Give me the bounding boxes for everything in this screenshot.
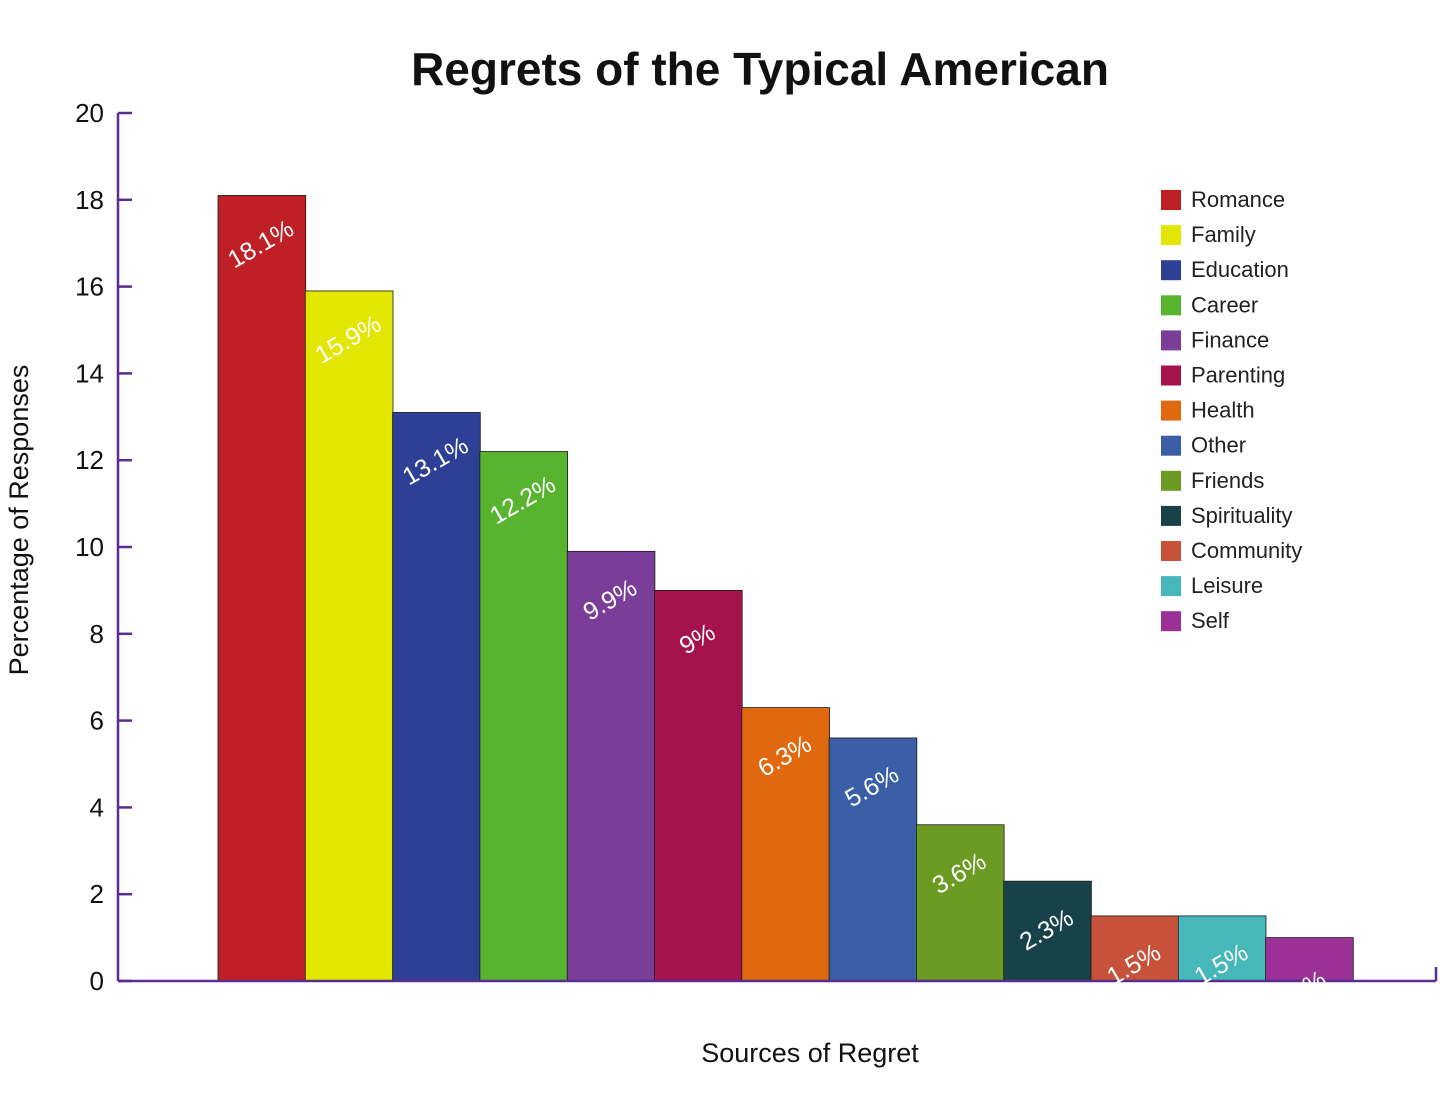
legend-label-other: Other (1191, 433, 1246, 458)
legend-label-parenting: Parenting (1191, 363, 1285, 388)
bar-career (479, 451, 568, 982)
y-tick-label: 10 (75, 532, 104, 562)
legend-swatch-friends (1161, 470, 1181, 491)
legend-label-health: Health (1191, 398, 1255, 423)
y-tick-label: 18 (75, 185, 104, 215)
legend-label-finance: Finance (1191, 327, 1269, 352)
y-tick-label: 2 (90, 879, 104, 909)
bar-romance (217, 195, 307, 982)
legend-label-spirituality: Spirituality (1191, 503, 1292, 528)
bar-self (1265, 937, 1354, 982)
y-tick-label: 14 (75, 358, 104, 388)
legend-swatch-community (1161, 541, 1181, 561)
y-tick-label: 4 (90, 792, 104, 822)
bar-education (392, 412, 481, 982)
bar-family (304, 290, 394, 982)
y-tick-label: 12 (75, 445, 104, 475)
legend-label-leisure: Leisure (1191, 573, 1263, 598)
chart-title: Regrets of the Typical American (411, 43, 1109, 95)
legend-label-self: Self (1191, 608, 1230, 633)
y-axis: 0 2 4 6 8 10 12 14 16 18 20 (75, 98, 132, 996)
legend-swatch-spirituality (1161, 505, 1181, 526)
bar-parenting (654, 590, 743, 982)
legend-swatch-family (1161, 225, 1181, 246)
legend-label-friends: Friends (1191, 468, 1264, 493)
legend-swatch-self (1161, 611, 1181, 632)
y-tick-label: 16 (75, 272, 104, 302)
legend-swatch-parenting (1161, 365, 1181, 386)
bar-other (828, 737, 918, 982)
legend-swatch-education (1161, 260, 1181, 281)
legend-swatch-leisure (1161, 576, 1181, 597)
y-tick-label: 0 (90, 966, 104, 996)
y-tick-label: 20 (75, 98, 104, 128)
legend-swatch-other (1161, 435, 1181, 456)
bar-friends (916, 824, 1005, 982)
bar-health (741, 707, 830, 982)
y-tick-label: 6 (90, 706, 104, 736)
legend-label-community: Community (1191, 538, 1302, 563)
legend-swatch-finance (1161, 330, 1181, 351)
x-axis-title: Sources of Regret (701, 1038, 919, 1068)
legend-label-education: Education (1191, 257, 1289, 282)
legend: Romance Family Education Career Finance Paren… (1161, 187, 1302, 633)
bars (217, 195, 1354, 982)
y-tick-label: 8 (90, 619, 104, 649)
legend-swatch-health (1161, 400, 1181, 421)
y-axis-title: Percentage of Responses (4, 365, 34, 676)
legend-label-career: Career (1191, 292, 1258, 317)
legend-swatch-career (1161, 295, 1181, 316)
bar-finance (566, 550, 656, 982)
legend-label-romance: Romance (1191, 187, 1285, 212)
x-axis (118, 967, 1438, 983)
legend-swatch-romance (1161, 190, 1181, 210)
legend-label-family: Family (1191, 222, 1256, 247)
bar-spirituality (1003, 880, 1092, 982)
